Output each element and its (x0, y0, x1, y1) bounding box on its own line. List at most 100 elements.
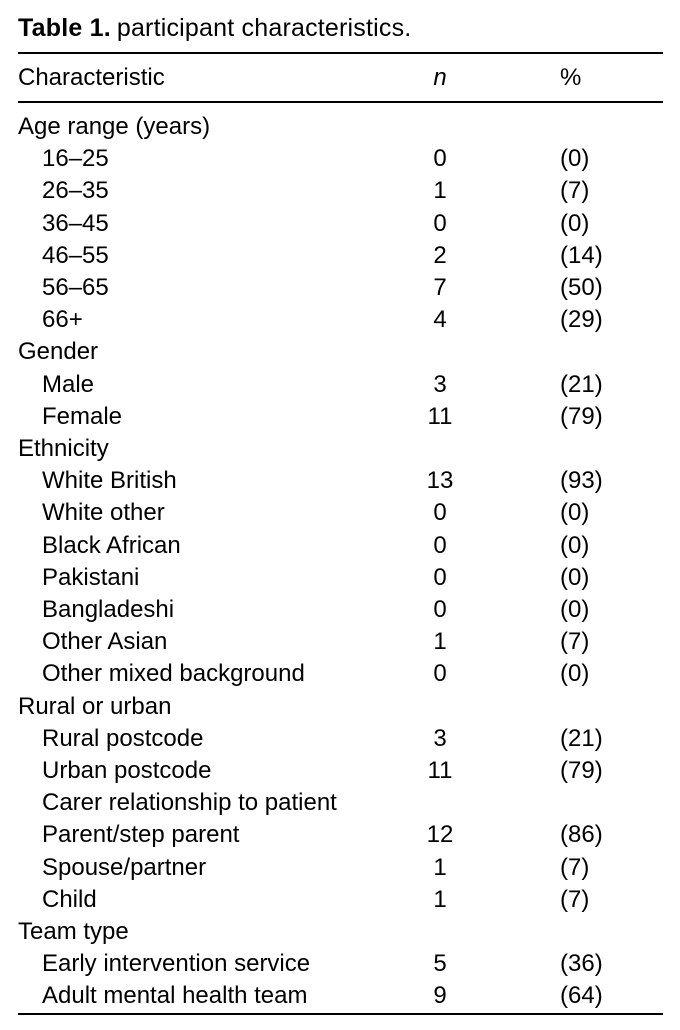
percent-cell: (7) (560, 628, 590, 656)
table-row: Pakistani 0 (0) (18, 562, 663, 594)
n-cell: 0 (433, 660, 447, 688)
characteristic-cell: Age range (years) (18, 113, 211, 140)
n-cell: 1 (433, 177, 447, 205)
percent-cell: (36) (560, 950, 603, 978)
table-row: Carer relationship to patient (18, 787, 663, 819)
percent-cell: (0) (560, 596, 590, 624)
percent-cell: (7) (560, 177, 590, 205)
characteristic-cell: 46–55 (42, 241, 109, 269)
n-cell: 11 (427, 757, 453, 785)
percent-cell: (79) (560, 402, 603, 430)
characteristic-cell: Parent/step parent (42, 821, 240, 849)
percent-cell: (21) (560, 370, 603, 398)
characteristic-cell: Gender (18, 338, 99, 366)
characteristic-cell: 36–45 (42, 209, 109, 237)
percent-cell: (0) (560, 499, 590, 527)
table-caption-text: participant characteristics. (116, 14, 412, 42)
participant-characteristics-table: Characteristic n % Age range (years) 16–2… (18, 52, 663, 1015)
n-cell: 0 (433, 563, 447, 591)
characteristic-cell: Rural postcode (42, 724, 204, 752)
table-row: Male 3 (21) (18, 369, 663, 401)
characteristic-cell: 66+ (42, 306, 83, 334)
characteristic-cell: 16–25 (42, 145, 109, 173)
n-cell: 0 (433, 596, 447, 624)
table-caption: Table 1. participant characteristics. (18, 14, 663, 52)
n-cell (405, 787, 475, 819)
percent-cell: (29) (560, 306, 603, 334)
characteristic-cell: White British (42, 467, 177, 495)
characteristic-cell: White other (42, 499, 165, 527)
section-row: Rural or urban (18, 691, 663, 723)
characteristic-cell: Early intervention service (42, 950, 311, 978)
table-row: White other 0 (0) (18, 497, 663, 529)
section-row: Ethnicity (18, 433, 663, 465)
table-row: 66+ 4 (29) (18, 304, 663, 336)
column-header-n: n (405, 53, 475, 103)
n-cell: 9 (433, 982, 447, 1010)
table-row: Rural postcode 3 (21) (18, 723, 663, 755)
table-row: 26–35 1 (7) (18, 175, 663, 207)
table-row: Spouse/partner 1 (7) (18, 852, 663, 884)
percent-cell: (0) (560, 145, 590, 173)
percent-cell: (86) (560, 821, 603, 849)
characteristic-cell: Other Asian (42, 628, 168, 656)
n-cell (405, 336, 475, 368)
table-row: Bangladeshi 0 (0) (18, 594, 663, 626)
percent-cell: (14) (560, 241, 603, 269)
percent-cell (475, 336, 663, 368)
characteristic-cell: Other mixed background (42, 660, 305, 688)
characteristic-cell: Male (42, 370, 95, 398)
table-row: 36–45 0 (0) (18, 208, 663, 240)
column-header-characteristic: Characteristic (18, 53, 405, 103)
table-row: White British 13 (93) (18, 465, 663, 497)
characteristic-cell: Team type (18, 918, 129, 946)
characteristic-cell: 26–35 (42, 177, 109, 205)
table-row: 56–65 7 (50) (18, 272, 663, 304)
n-cell: 1 (433, 628, 447, 656)
table-row: 16–25 0 (0) (18, 143, 663, 175)
characteristic-cell: Adult mental health team (42, 982, 308, 1010)
n-cell: 11 (427, 402, 453, 430)
n-cell: 12 (426, 821, 454, 849)
n-cell (405, 102, 475, 143)
n-cell: 5 (433, 950, 447, 978)
characteristic-cell: Rural or urban (18, 692, 172, 720)
percent-cell: (64) (560, 982, 603, 1010)
table-row: Other mixed background 0 (0) (18, 658, 663, 690)
n-cell: 4 (433, 306, 447, 334)
column-header-percent: % (475, 53, 663, 103)
characteristic-cell: Child (42, 885, 97, 913)
characteristic-cell: Urban postcode (42, 757, 212, 785)
table-row: Urban postcode 11 (79) (18, 755, 663, 787)
percent-cell: (93) (560, 467, 603, 495)
n-cell (405, 691, 475, 723)
percent-cell: (50) (560, 274, 603, 302)
table-caption-number: Table 1. (18, 14, 111, 42)
table-body: Age range (years) 16–25 0 (0) 26–35 1 (7) 36–45… (18, 102, 663, 1014)
characteristic-cell: Carer relationship to patient (42, 789, 337, 817)
table-row: Parent/step parent 12 (86) (18, 819, 663, 851)
section-row: Gender (18, 336, 663, 368)
characteristic-cell: Bangladeshi (42, 596, 175, 624)
characteristic-cell: Ethnicity (18, 435, 109, 463)
characteristic-cell: Pakistani (42, 563, 140, 591)
n-cell: 2 (433, 241, 447, 269)
percent-cell: (0) (560, 531, 590, 559)
table-header: Characteristic n % (18, 53, 663, 103)
characteristic-cell: Female (42, 402, 123, 430)
characteristic-cell: 56–65 (42, 274, 109, 302)
n-cell: 1 (433, 885, 447, 913)
table-row: 46–55 2 (14) (18, 240, 663, 272)
percent-cell: (0) (560, 209, 590, 237)
characteristic-cell: Spouse/partner (42, 853, 207, 881)
table-row: Early intervention service 5 (36) (18, 948, 663, 980)
n-cell: 0 (433, 499, 447, 527)
characteristic-cell: Black African (42, 531, 181, 559)
section-row: Age range (years) (18, 102, 663, 143)
n-cell: 3 (433, 724, 447, 752)
n-cell: 3 (433, 370, 447, 398)
table-row: Black African 0 (0) (18, 530, 663, 562)
table-row: Other Asian 1 (7) (18, 626, 663, 658)
percent-cell (475, 787, 663, 819)
percent-cell (475, 916, 663, 948)
